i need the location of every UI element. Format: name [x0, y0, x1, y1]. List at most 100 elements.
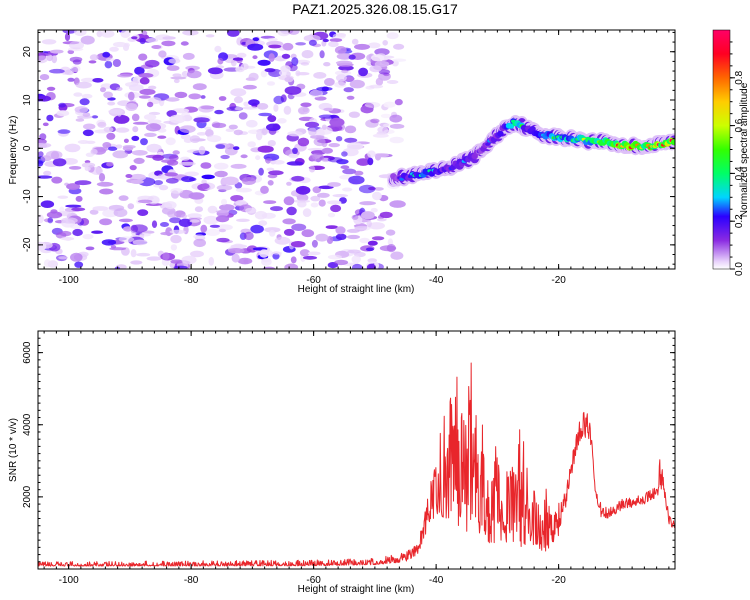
spectrogram-noise-blob [151, 45, 162, 49]
spectrogram-noise-blob [116, 108, 122, 117]
spectrogram-noise-blob [214, 45, 222, 53]
colorbar: 0.0 0.2 0.4 0.6 0.8 Normalized spectral ampl… [712, 29, 750, 276]
spectrogram-noise-blob [190, 250, 204, 258]
spectrogram-noise-blob [307, 147, 325, 151]
spectrogram-noise-blob [167, 210, 177, 218]
spectrogram-noise-blob [128, 91, 135, 101]
spectrogram-noise-blob [58, 256, 68, 260]
snr-x-tick-label: -80 [184, 575, 199, 586]
spectrogram-noise-blob [112, 41, 127, 48]
spectrogram-noise-blob [42, 122, 49, 127]
spectrogram-noise-blob [318, 126, 333, 135]
spectrogram-noise-blob [374, 153, 390, 158]
spectrogram-noise-blob [368, 222, 385, 230]
snr-series-line [38, 362, 675, 567]
spectrogram-noise-blob [302, 255, 318, 260]
spectrogram-noise-blob [302, 208, 312, 218]
spectrogram-noise-blob [346, 95, 355, 100]
spectrogram-noise-blob [64, 32, 71, 42]
spectrogram-y-tick-label: 20 [22, 46, 33, 58]
spectrogram-noise-blob [59, 206, 65, 214]
spectrogram-noise-blob [38, 95, 51, 102]
spectrogram-noise-blob [238, 112, 248, 120]
spectrogram-noise-blob [131, 135, 140, 141]
spectrogram-noise-blob [123, 138, 129, 143]
spectrogram-noise-blob [201, 174, 215, 180]
spectrogram-noise-blob [39, 74, 50, 81]
spectrogram-noise-blob [61, 217, 78, 224]
spectrogram-noise-blob [216, 237, 230, 243]
spectrogram-noise-blob [145, 203, 163, 206]
spectrogram-noise-blob [113, 114, 130, 124]
spectrogram-noise-blob [148, 85, 157, 90]
spectrogram-noise-blob [81, 162, 96, 168]
spectrogram-noise-blob [297, 137, 310, 147]
spectrogram-noise-blob [222, 176, 239, 186]
spectrogram-noise-blob [139, 88, 156, 95]
spectrogram-noise-blob [52, 158, 67, 167]
spectrogram-noise-blob [173, 265, 188, 269]
spectrogram-noise-blob [165, 178, 179, 184]
spectrogram-noise-blob [168, 154, 179, 161]
spectrogram-noise-blob [295, 185, 311, 195]
spectrogram-noise-blob [186, 70, 202, 79]
spectrogram-noise-blob [287, 30, 300, 35]
spectrogram-noise-blob [308, 127, 317, 136]
spectrogram-noise-blob [236, 218, 250, 222]
spectrogram-noise-blob [227, 30, 240, 37]
spectrogram-noise-blob [390, 251, 404, 260]
spectrogram-noise-blob [272, 252, 280, 260]
spectrogram-noise-blob [104, 60, 113, 69]
colorbar-gradient [713, 30, 730, 269]
spectrogram-noise-blob [100, 30, 115, 38]
spectrogram-noise-blob [220, 154, 230, 160]
spectrogram-noise-blob [231, 253, 240, 263]
spectrogram-noise-blob [196, 132, 207, 136]
spectrogram-noise-blob [80, 77, 97, 83]
spectrogram-noise-blob [181, 176, 195, 183]
spectrogram-noise-blob [101, 239, 117, 246]
spectrogram-noise-blob [295, 42, 306, 46]
spectrogram-noise-blob [389, 200, 406, 208]
spectrogram-noise-blob [267, 115, 277, 123]
spectrogram-noise-blob [92, 78, 104, 83]
spectrogram-noise-blob [327, 182, 341, 187]
spectrogram-noise-blob [327, 157, 343, 163]
spectrogram-noise-blob [348, 111, 360, 118]
spectrogram-noise-blob [259, 249, 269, 258]
spectrogram-noise-blob [60, 237, 75, 241]
spectrogram-noise-blob [116, 86, 123, 91]
spectrogram-noise-blob [215, 215, 230, 223]
spectrogram-noise-blob [318, 185, 334, 190]
spectrogram-noise-blob [393, 43, 405, 50]
spectrogram-noise-blob [315, 233, 329, 242]
spectrogram-noise-blob [89, 54, 99, 61]
spectrogram-noise-blob [170, 244, 178, 251]
spectrogram-noise-blob [264, 158, 273, 162]
spectrogram-noise-blob [264, 227, 281, 233]
spectrogram-noise-blob [69, 41, 84, 50]
spectrogram-noise-blob [181, 255, 197, 265]
spectrogram-noise-blob [335, 136, 343, 142]
spectrogram-noise-blob [129, 165, 137, 171]
spectrogram-noise-blob [241, 177, 256, 185]
spectrogram-noise-blob [300, 62, 310, 66]
spectrogram-noise-blob [130, 224, 148, 233]
spectrogram-noise-blob [212, 122, 227, 129]
spectrogram-noise-blob [50, 49, 64, 54]
spectrogram-noise-blob [313, 137, 326, 147]
spectrogram-y-tick-label: 0 [22, 145, 33, 151]
spectrogram-noise-blob [368, 186, 376, 191]
spectrogram-noise-blob [45, 150, 63, 160]
snr-x-tick-label: -100 [59, 575, 79, 586]
spectrogram-noise-blob [270, 206, 283, 212]
spectrogram-noise-blob [328, 41, 339, 48]
spectrogram-y-tick-label: 10 [22, 94, 33, 106]
spectrogram-noise-blob [245, 77, 256, 81]
spectrogram-noise-blob [277, 30, 290, 37]
spectrogram-noise-blob [194, 206, 203, 213]
spectrogram-noise-blob [258, 112, 272, 117]
snr-x-tick-label: -60 [306, 575, 321, 586]
spectrogram-noise-blob [374, 48, 390, 56]
